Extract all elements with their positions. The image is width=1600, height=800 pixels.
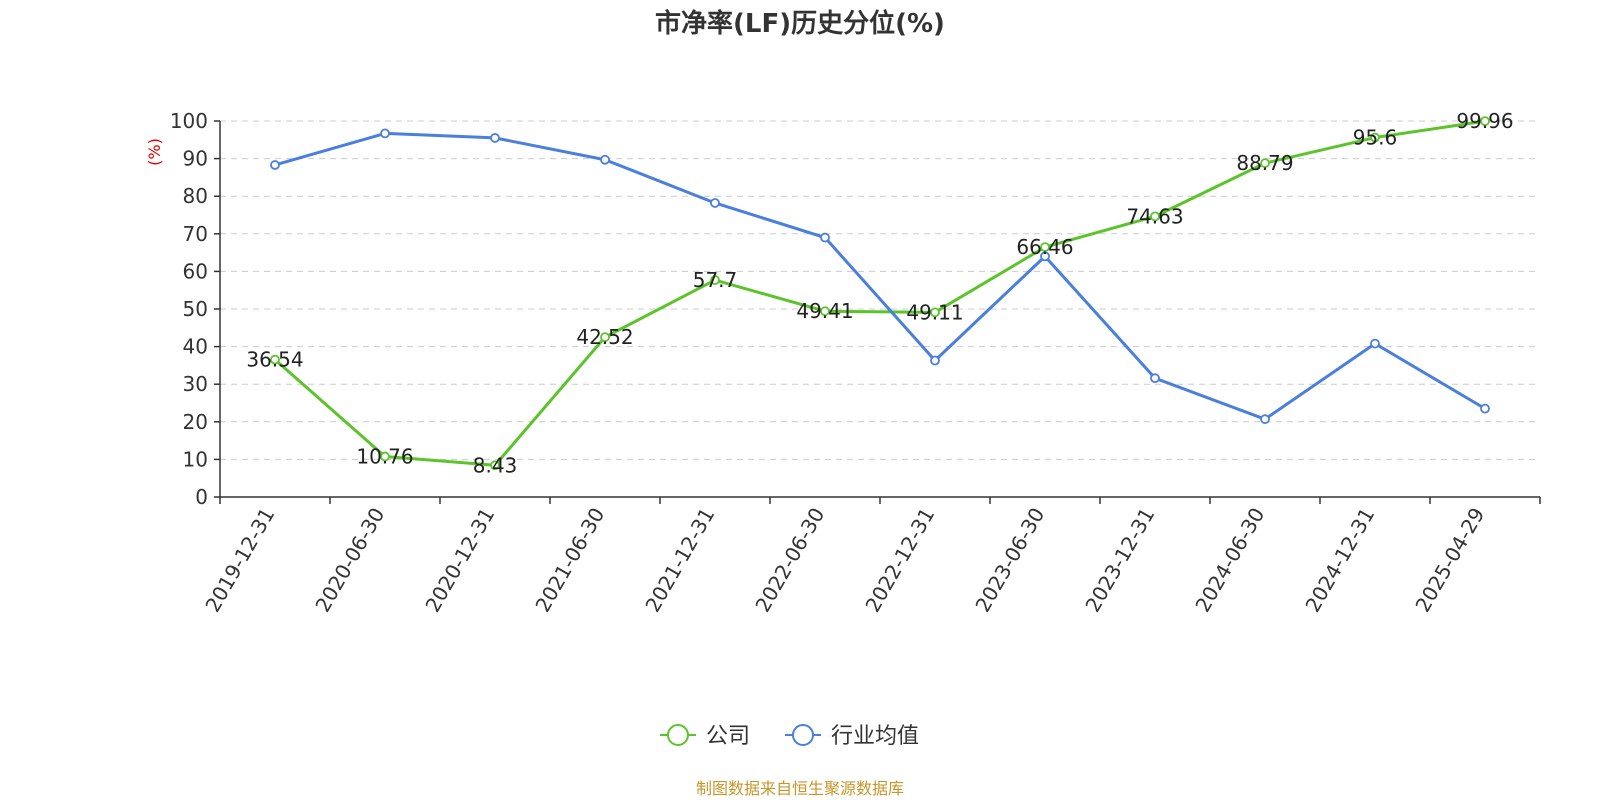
data-label-6: 49.11 xyxy=(906,300,963,324)
x-tick-label-2022-06-30: 2022-06-30 xyxy=(750,504,829,617)
source-note: 制图数据来自恒生聚源数据库 xyxy=(696,779,904,798)
series-1-point-1 xyxy=(380,128,390,139)
y-tick-label-20: 20 xyxy=(183,410,208,434)
data-label-5: 49.41 xyxy=(796,299,853,323)
y-tick-label-40: 40 xyxy=(183,335,208,359)
data-label-4: 57.7 xyxy=(693,268,738,292)
series-1-point-10 xyxy=(1370,338,1380,349)
x-tick-label-2022-12-31: 2022-12-31 xyxy=(860,504,939,617)
series-0-point-2 xyxy=(490,460,500,471)
series-1-point-5 xyxy=(820,232,830,243)
series-0-point-1 xyxy=(380,451,390,462)
series-1-point-3 xyxy=(600,154,610,165)
y-tick-label-90: 90 xyxy=(183,147,208,171)
series-1-point-11 xyxy=(1480,403,1490,414)
data-label-3: 42.52 xyxy=(576,325,633,349)
series-0-point-5 xyxy=(820,306,830,317)
x-tick-label-2023-06-30: 2023-06-30 xyxy=(970,504,1049,617)
series-1-point-6 xyxy=(930,355,940,366)
x-tick-label-2020-06-30: 2020-06-30 xyxy=(310,504,389,617)
y-tick-label-10: 10 xyxy=(183,447,208,471)
legend-circle-icon xyxy=(792,724,814,746)
series-1-point-2 xyxy=(490,133,500,143)
series-0-point-6 xyxy=(930,307,940,318)
y-tick-label-60: 60 xyxy=(183,259,208,283)
series-1-point-0 xyxy=(270,160,280,170)
series-1-point-4 xyxy=(710,198,720,208)
series-0-point-0 xyxy=(270,354,280,365)
axes: 0 10 20 30 40 50 60 70 80 90 100 2019-12-31 2020-06-… xyxy=(170,109,1541,617)
data-label-7: 66.46 xyxy=(1016,235,1073,259)
series-0-point-8 xyxy=(1150,211,1160,222)
series-line-0 xyxy=(274,119,1486,467)
legend-label: 公司 xyxy=(706,724,750,749)
series-0-point-11 xyxy=(1480,116,1490,127)
x-tick-label-2021-12-31: 2021-12-31 xyxy=(640,504,719,617)
x-tick-label-2021-06-30: 2021-06-30 xyxy=(530,504,609,617)
series-line-1 xyxy=(274,131,1486,421)
series-0-point-10 xyxy=(1370,132,1380,143)
data-label-8: 74.63 xyxy=(1126,204,1183,228)
grid-lines xyxy=(220,120,1540,460)
x-tick-label-2024-06-30: 2024-06-30 xyxy=(1190,504,1269,617)
data-label-0: 36.54 xyxy=(246,348,303,372)
data-labels: 36.54 10.76 8.43 42.52 57.7 49.41 49.11 66.46 74… xyxy=(246,109,1513,477)
x-tick-label-2024-12-31: 2024-12-31 xyxy=(1300,504,1379,617)
y-tick-label-80: 80 xyxy=(183,184,208,208)
series-1-point-9 xyxy=(1260,414,1270,425)
series-0-point-7 xyxy=(1040,242,1050,253)
legend-item-0[interactable]: 公司 xyxy=(660,724,750,749)
legend-label: 行业均值 xyxy=(831,724,919,749)
y-tick-label-50: 50 xyxy=(183,297,208,321)
y-axis-label: (%) xyxy=(145,138,164,166)
chart-title: 市净率(LF)历史分位(%) xyxy=(655,8,945,39)
legend-item-1[interactable]: 行业均值 xyxy=(785,724,919,749)
series-0-point-3 xyxy=(600,332,610,343)
y-tick-label-30: 30 xyxy=(183,372,208,396)
series-0-point-4 xyxy=(710,275,720,285)
y-tick-label-100: 100 xyxy=(170,109,208,133)
data-label-10: 95.6 xyxy=(1353,126,1398,150)
data-label-9: 88.79 xyxy=(1236,151,1293,175)
y-tick-label-0: 0 xyxy=(195,485,208,509)
series-0-point-9 xyxy=(1260,158,1270,169)
data-label-2: 8.43 xyxy=(473,453,518,477)
data-label-11: 99.96 xyxy=(1456,109,1513,133)
series-1-point-8 xyxy=(1150,373,1160,384)
legend[interactable]: 公司 行业均值 xyxy=(660,724,919,749)
series-layer xyxy=(270,116,1490,471)
legend-circle-icon xyxy=(667,724,689,746)
series-1-point-7 xyxy=(1040,251,1050,262)
y-tick-label-70: 70 xyxy=(183,222,208,246)
x-tick-label-2020-12-31: 2020-12-31 xyxy=(420,504,499,617)
x-tick-label-2025-04-29: 2025-04-29 xyxy=(1410,504,1489,617)
x-tick-label-2023-12-31: 2023-12-31 xyxy=(1080,504,1159,617)
x-tick-label-2019-12-31: 2019-12-31 xyxy=(200,504,279,617)
data-label-1: 10.76 xyxy=(356,445,413,469)
